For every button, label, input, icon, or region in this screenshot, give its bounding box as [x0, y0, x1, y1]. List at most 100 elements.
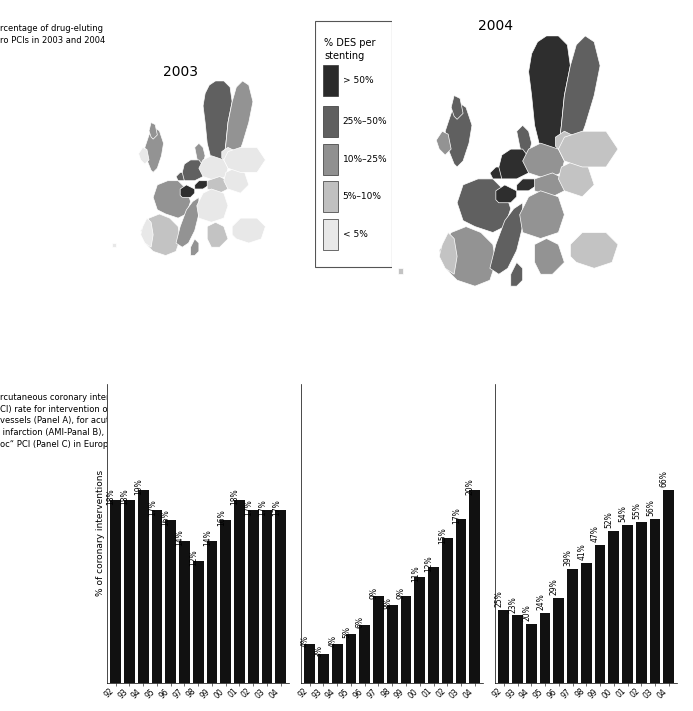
Bar: [373, 596, 384, 683]
Bar: [332, 644, 342, 683]
Bar: [663, 490, 674, 683]
Polygon shape: [439, 232, 457, 274]
Bar: [428, 567, 439, 683]
Bar: [193, 561, 204, 683]
Polygon shape: [490, 167, 508, 179]
Text: 17%: 17%: [452, 508, 461, 524]
Text: < 5%: < 5%: [343, 230, 367, 239]
Polygon shape: [141, 214, 180, 255]
Text: 66%: 66%: [660, 470, 669, 487]
Polygon shape: [232, 218, 265, 243]
Polygon shape: [457, 179, 511, 232]
Polygon shape: [207, 176, 228, 193]
Polygon shape: [570, 232, 618, 268]
Text: 9%: 9%: [369, 587, 378, 599]
Text: 18%: 18%: [231, 489, 240, 506]
Polygon shape: [224, 81, 253, 169]
Polygon shape: [224, 147, 265, 172]
Polygon shape: [199, 156, 228, 181]
Bar: [360, 625, 370, 683]
Text: 55%: 55%: [632, 502, 641, 519]
Polygon shape: [534, 238, 564, 274]
Bar: [152, 510, 162, 683]
Polygon shape: [523, 143, 564, 179]
Polygon shape: [153, 181, 191, 218]
Text: 14%: 14%: [175, 529, 184, 546]
Text: 47%: 47%: [591, 525, 600, 542]
Bar: [304, 644, 315, 683]
Bar: [526, 624, 536, 683]
Bar: [166, 520, 176, 683]
Text: 11%: 11%: [411, 565, 420, 582]
Text: 18%: 18%: [121, 489, 130, 506]
Text: 5%: 5%: [342, 626, 351, 638]
Y-axis label: % of coronary interventions: % of coronary interventions: [96, 470, 105, 597]
Text: 25%–50%: 25%–50%: [343, 117, 387, 127]
Text: rcentage of drug-eluting
ro PCIs in 2003 and 2004: rcentage of drug-eluting ro PCIs in 2003…: [0, 24, 105, 46]
Polygon shape: [195, 181, 209, 189]
Bar: [110, 500, 121, 683]
Text: > 50%: > 50%: [343, 76, 374, 85]
Bar: [323, 181, 338, 212]
Polygon shape: [517, 125, 532, 158]
Bar: [469, 490, 480, 683]
Text: 15%: 15%: [438, 527, 447, 543]
Bar: [608, 531, 619, 683]
Text: 5%–10%: 5%–10%: [343, 192, 382, 201]
Bar: [179, 540, 190, 683]
Bar: [207, 540, 218, 683]
Text: 12%: 12%: [189, 550, 198, 566]
Bar: [323, 107, 338, 137]
Polygon shape: [511, 262, 523, 286]
Bar: [275, 510, 286, 683]
Text: 10%–25%: 10%–25%: [343, 155, 387, 164]
Polygon shape: [490, 203, 523, 274]
Bar: [442, 538, 453, 683]
Bar: [124, 500, 134, 683]
Polygon shape: [195, 144, 205, 166]
Polygon shape: [224, 169, 249, 193]
Polygon shape: [197, 189, 228, 223]
Text: 17%: 17%: [258, 499, 267, 515]
Bar: [567, 569, 578, 683]
Bar: [554, 598, 564, 683]
Polygon shape: [203, 81, 232, 174]
Text: 52%: 52%: [605, 511, 614, 528]
Polygon shape: [182, 160, 205, 181]
Bar: [456, 519, 466, 683]
Text: % DES per
stenting: % DES per stenting: [324, 38, 376, 60]
Text: 9%: 9%: [397, 587, 406, 599]
Text: 54%: 54%: [619, 506, 628, 522]
Bar: [318, 653, 328, 683]
Text: 2004: 2004: [478, 19, 514, 33]
Text: 12%: 12%: [425, 556, 434, 572]
Polygon shape: [517, 179, 538, 191]
Polygon shape: [559, 36, 600, 161]
Text: 4%: 4%: [301, 635, 310, 647]
Text: 16%: 16%: [161, 509, 170, 526]
Polygon shape: [176, 172, 188, 181]
Polygon shape: [141, 218, 153, 247]
Bar: [512, 616, 523, 683]
Polygon shape: [139, 147, 149, 164]
FancyBboxPatch shape: [315, 21, 392, 267]
Polygon shape: [149, 122, 157, 139]
Bar: [220, 520, 231, 683]
Bar: [650, 519, 660, 683]
Polygon shape: [555, 132, 579, 155]
Polygon shape: [534, 173, 564, 197]
Text: 25%: 25%: [495, 590, 504, 606]
Text: 17%: 17%: [148, 499, 157, 515]
Text: 17%: 17%: [244, 499, 253, 515]
Polygon shape: [445, 102, 472, 167]
Text: 2003: 2003: [163, 65, 198, 79]
Polygon shape: [398, 268, 403, 274]
Bar: [323, 65, 338, 96]
Bar: [323, 219, 338, 250]
Bar: [323, 144, 338, 175]
Bar: [234, 500, 245, 683]
Polygon shape: [437, 132, 451, 155]
Bar: [414, 577, 425, 683]
Bar: [595, 545, 606, 683]
Text: 16%: 16%: [217, 509, 226, 526]
